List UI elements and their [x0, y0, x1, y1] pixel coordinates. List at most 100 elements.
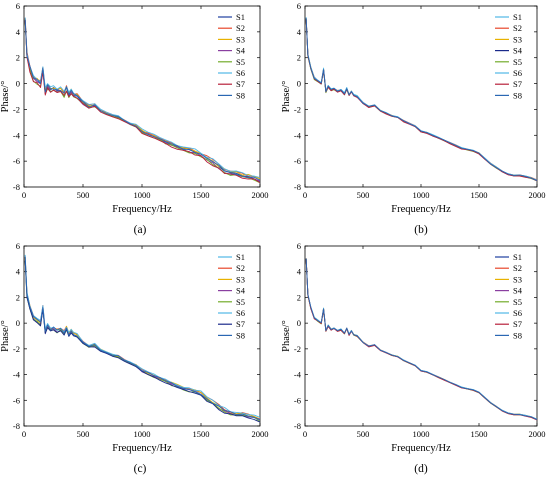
series-line-d-s7: [305, 259, 537, 421]
series-line-d-s2: [305, 258, 537, 420]
legend-label-c-s5: S5: [236, 297, 245, 307]
y-tick-label-c-7: 6: [16, 241, 20, 251]
x-tick-label-d-2: 1000: [413, 429, 430, 439]
legend-label-b-s4: S4: [513, 46, 523, 56]
legend-label-b-s5: S5: [513, 57, 522, 67]
y-tick-label-d-6: 4: [297, 267, 302, 277]
x-tick-label-b-0: 0: [303, 190, 307, 200]
legend-label-d-s1: S1: [513, 252, 522, 262]
series-line-c-s1: [24, 259, 260, 420]
series-line-b-s1: [305, 18, 537, 182]
series-line-b-s5: [305, 19, 537, 182]
panel-b: 0 500 1000 1500 2000 -8 -6 -4 -2 0 2 4 6 Frequency/Hz…: [281, 1, 546, 215]
y-tick-label-b-4: 0: [297, 79, 301, 89]
series-line-b-s6: [305, 17, 537, 181]
y-tick-label-d-3: -2: [294, 344, 301, 354]
y-tick-label-a-5: 2: [16, 53, 20, 63]
x-tick-label-d-3: 1500: [471, 429, 488, 439]
x-axis-label-d: Frequency/Hz: [391, 443, 451, 454]
x-tick-label-a-4: 2000: [252, 190, 269, 200]
y-tick-label-b-6: 4: [297, 27, 302, 37]
legend-label-c-s7: S7: [236, 319, 245, 329]
legend-label-c-s4: S4: [236, 286, 246, 296]
x-tick-label-c-4: 2000: [252, 429, 269, 439]
legend-label-b-s1: S1: [513, 12, 522, 22]
panel-label-c: (c): [134, 463, 147, 475]
x-tick-label-a-1: 500: [77, 190, 90, 200]
legend-label-a-s4: S4: [236, 46, 246, 56]
y-tick-label-a-3: -2: [13, 104, 20, 114]
y-tick-label-d-1: -6: [294, 395, 301, 405]
y-tick-label-b-7: 6: [297, 1, 301, 11]
series-line-c-s4: [24, 260, 260, 420]
series-line-c-s2: [24, 257, 260, 420]
series-line-b-s7: [305, 19, 537, 182]
legend-label-c-s6: S6: [236, 308, 245, 318]
y-tick-label-c-3: -2: [13, 344, 20, 354]
series-line-a-s3: [24, 19, 260, 180]
series-line-a-s8: [24, 19, 260, 181]
legend-label-b-s6: S6: [513, 68, 522, 78]
x-tick-label-b-4: 2000: [529, 190, 546, 200]
panel-label-b: (b): [414, 224, 428, 236]
series-line-d-s4: [305, 259, 537, 421]
series-line-c-s6: [24, 254, 260, 418]
series-line-b-s2: [305, 18, 537, 181]
y-tick-label-a-4: 0: [16, 79, 20, 89]
legend-label-d-s5: S5: [513, 297, 522, 307]
x-tick-label-b-2: 1000: [413, 190, 430, 200]
y-axis-label-c: Phase/°: [0, 320, 11, 352]
legend-label-a-s7: S7: [236, 79, 245, 89]
y-tick-label-b-3: -2: [294, 104, 301, 114]
y-tick-label-c-4: 0: [16, 318, 20, 328]
y-axis-label-b: Phase/°: [281, 81, 292, 113]
legend-label-a-s2: S2: [236, 23, 245, 33]
y-tick-label-d-2: -4: [294, 370, 302, 380]
series-line-c-s7: [24, 260, 260, 423]
x-tick-label-d-4: 2000: [529, 429, 546, 439]
series-line-d-s8: [305, 258, 537, 420]
series-line-a-s4: [24, 20, 260, 182]
y-axis-label-a: Phase/°: [0, 81, 11, 113]
y-tick-label-a-0: -8: [13, 182, 20, 192]
panel-label-d: (d): [414, 463, 428, 475]
panel-d: 0 500 1000 1500 2000 -8 -6 -4 -2 0 2 4 6 Frequency/Hz…: [281, 241, 546, 454]
y-axis-label-d: Phase/°: [281, 320, 292, 352]
series-line-a-s6: [24, 17, 260, 178]
y-tick-label-b-0: -8: [294, 182, 301, 192]
x-tick-label-c-1: 500: [77, 429, 90, 439]
x-tick-label-a-0: 0: [22, 190, 26, 200]
legend-label-a-s6: S6: [236, 68, 245, 78]
x-tick-label-a-3: 1500: [193, 190, 210, 200]
plot-frame-b: [304, 5, 538, 188]
panel-label-a: (a): [134, 224, 147, 236]
series-line-b-s4: [305, 19, 537, 182]
legend-label-b-s2: S2: [513, 23, 522, 33]
series-line-d-s6: [305, 258, 537, 420]
y-tick-label-d-4: 0: [297, 318, 301, 328]
y-tick-label-d-0: -8: [294, 421, 301, 431]
x-tick-label-b-3: 1500: [471, 190, 488, 200]
y-tick-label-c-6: 4: [16, 267, 21, 277]
y-tick-label-b-1: -6: [294, 156, 301, 166]
y-tick-label-a-7: 6: [16, 1, 20, 11]
series-line-b-s3: [305, 18, 537, 181]
y-tick-label-c-0: -8: [13, 421, 20, 431]
legend-label-a-s5: S5: [236, 57, 245, 67]
legend-label-c-s3: S3: [236, 274, 245, 284]
x-axis-label-a: Frequency/Hz: [112, 204, 172, 215]
legend-label-a-s3: S3: [236, 34, 245, 44]
series-line-d-s1: [305, 258, 537, 421]
series-line-c-s5: [24, 261, 260, 423]
legend-label-c-s8: S8: [236, 330, 245, 340]
y-tick-label-b-5: 2: [297, 53, 301, 63]
series-line-d-s3: [305, 258, 537, 420]
y-tick-label-c-1: -6: [13, 395, 20, 405]
y-tick-label-c-5: 2: [16, 292, 20, 302]
x-tick-label-d-1: 500: [357, 429, 370, 439]
y-tick-label-d-5: 2: [297, 292, 301, 302]
legend-label-c-s2: S2: [236, 263, 245, 273]
x-tick-label-c-2: 1000: [134, 429, 151, 439]
x-tick-label-a-2: 1000: [134, 190, 151, 200]
